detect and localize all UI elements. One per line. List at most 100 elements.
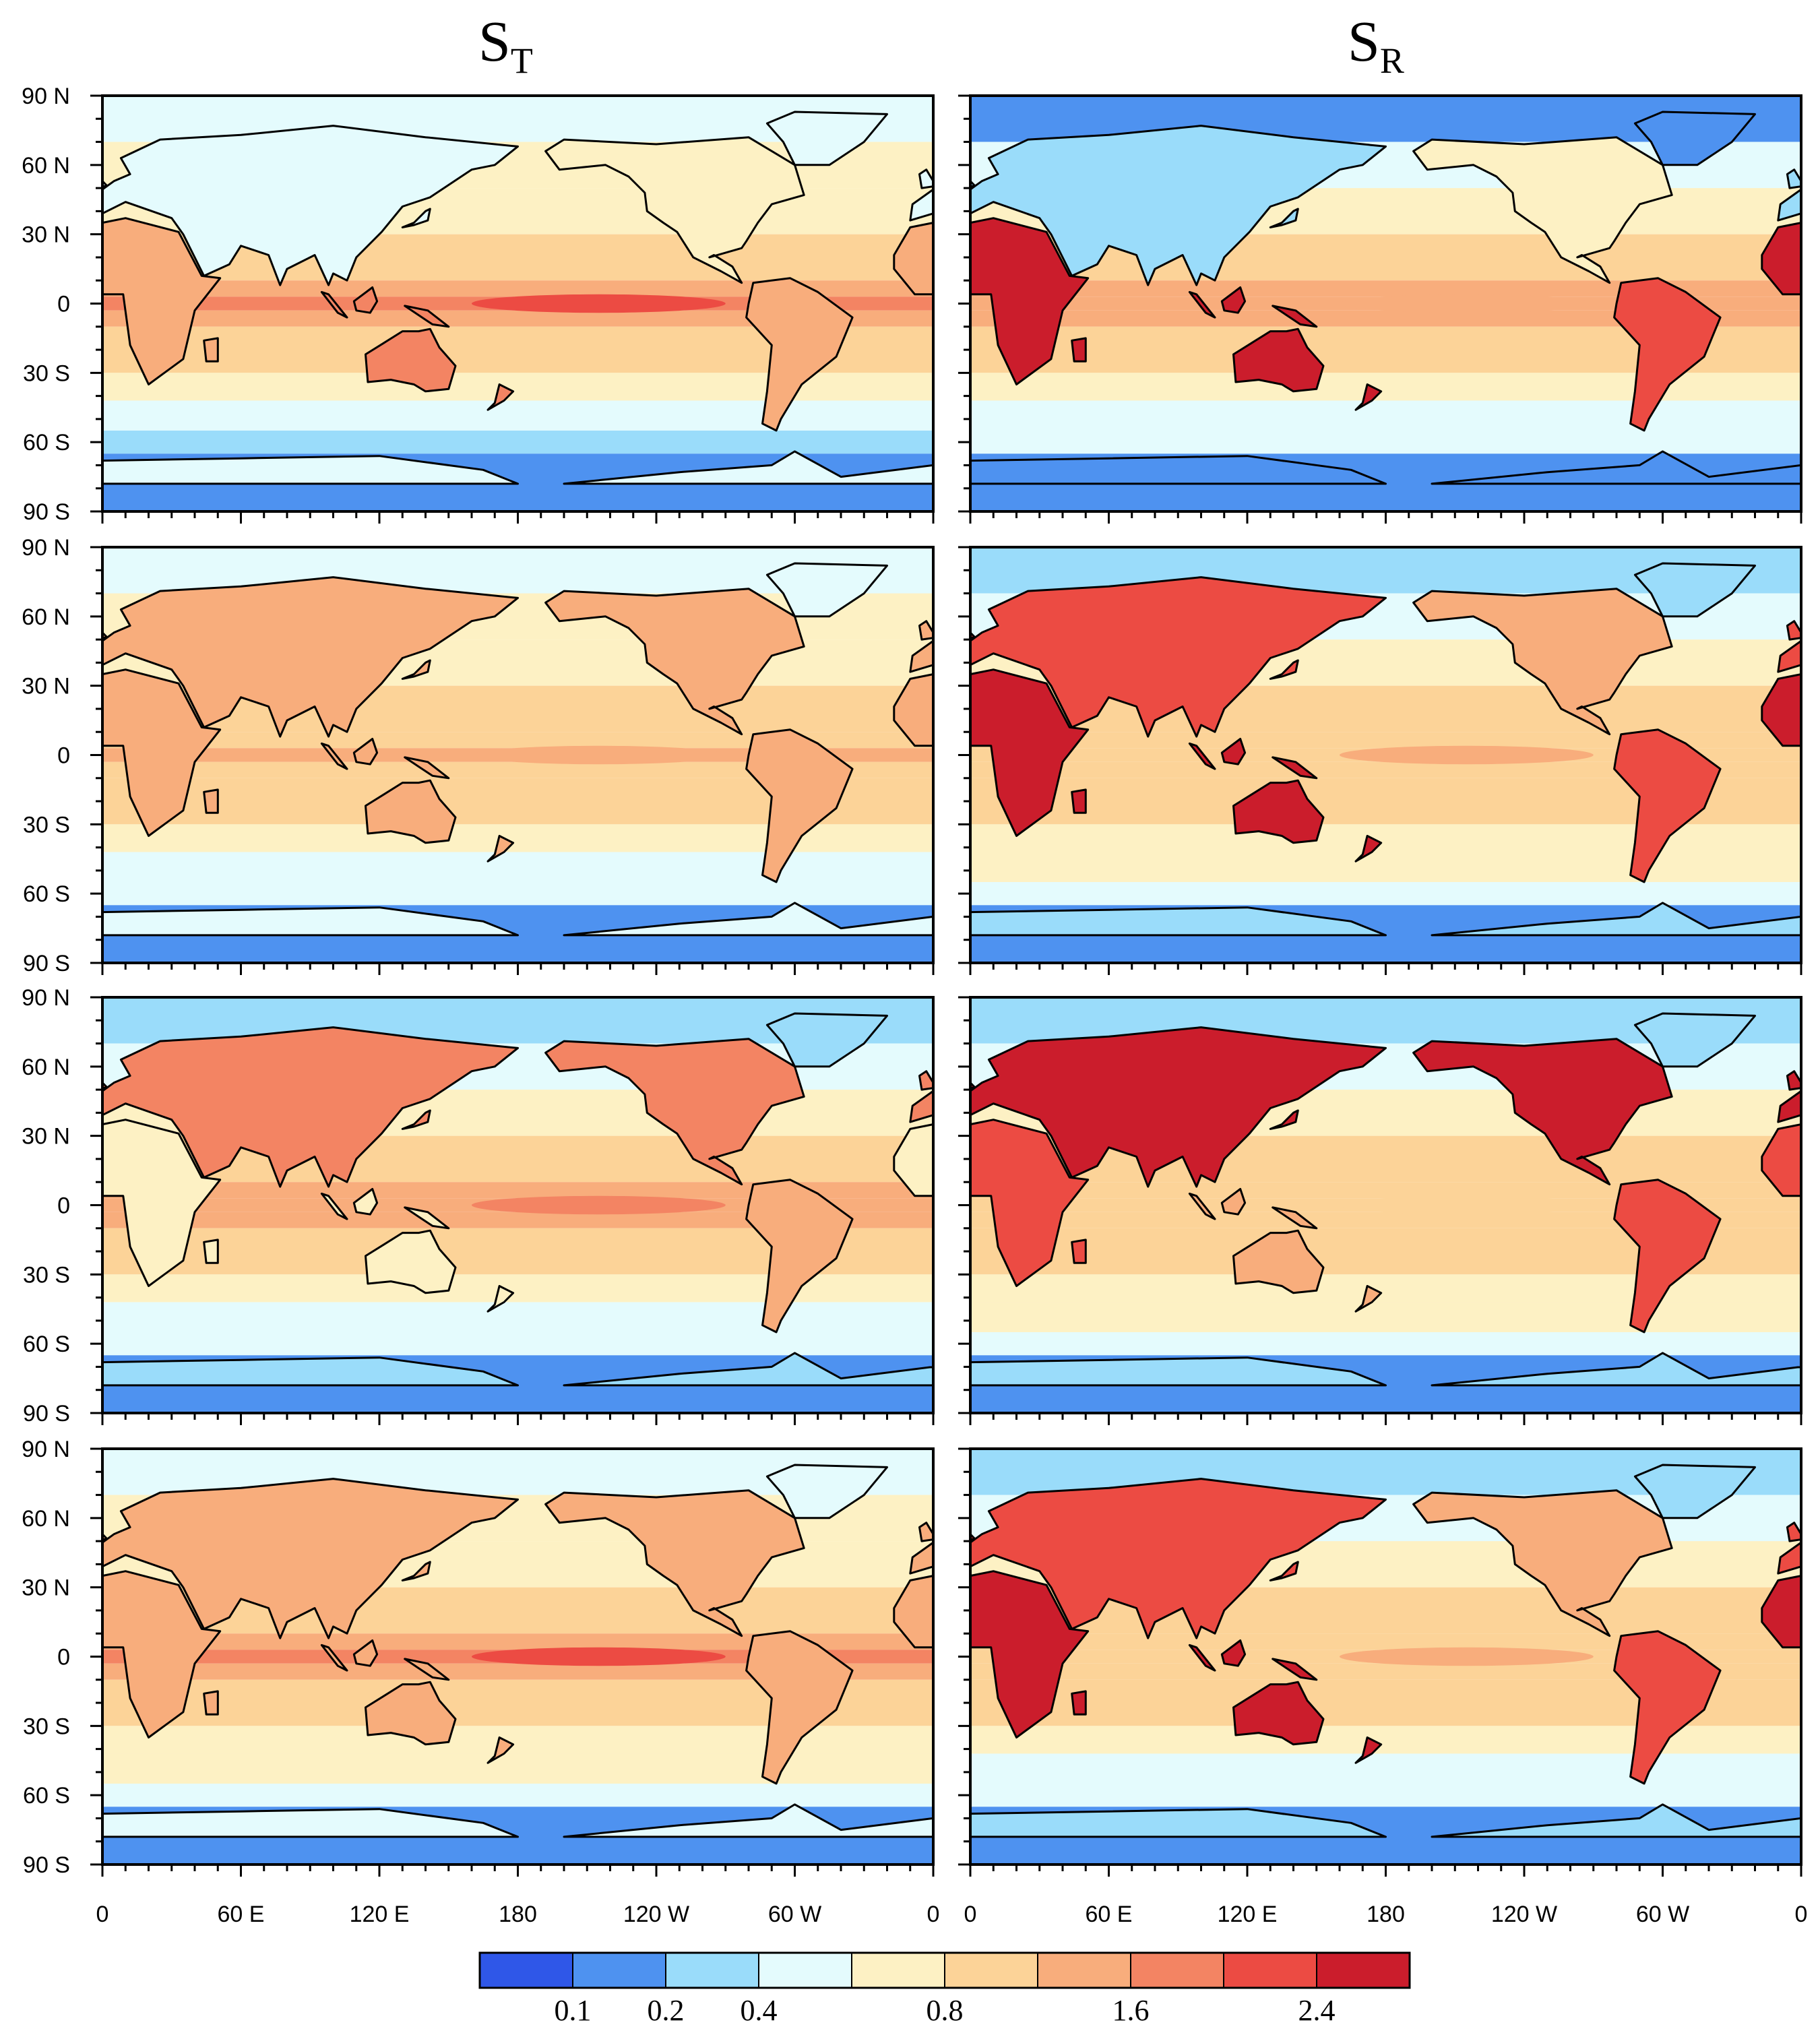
land-japan xyxy=(401,1109,431,1130)
land-japan xyxy=(401,208,431,228)
land-borneo xyxy=(1220,738,1247,765)
lon-label: 0 xyxy=(1795,1902,1808,1927)
land-south-america xyxy=(745,277,854,432)
land-south-america xyxy=(1613,728,1722,883)
land-britain xyxy=(970,1070,1801,1091)
land-north-america xyxy=(544,1489,805,1637)
map-panel-left-row3 xyxy=(90,996,935,1425)
colorbar-label: 2.4 xyxy=(1298,1994,1336,2027)
colorbar-swatch xyxy=(479,1952,573,1988)
colorbar-swatch xyxy=(1130,1952,1224,1988)
land-britain xyxy=(102,1522,933,1542)
lat-label: 30 N xyxy=(22,1124,70,1150)
ocean-band xyxy=(970,400,1801,431)
land-greenland xyxy=(1633,1464,1756,1519)
land-north-america xyxy=(544,1038,805,1186)
ocean-band xyxy=(102,852,933,883)
lat-label: 60 N xyxy=(22,1055,70,1080)
lat-label: 0 xyxy=(57,743,70,769)
land-africa xyxy=(970,668,1801,837)
ocean-band xyxy=(102,310,933,327)
land-north-america xyxy=(1412,588,1673,736)
land-borneo xyxy=(1220,286,1247,314)
land-new-guinea xyxy=(1272,1658,1318,1681)
land-sumatra xyxy=(320,1192,348,1220)
map-panel-right-row4 xyxy=(958,1447,1802,1877)
land-antarctica xyxy=(102,1803,933,1864)
lon-label: 180 xyxy=(499,1902,537,1927)
land-japan xyxy=(1269,208,1299,228)
land-north-america xyxy=(1412,1489,1673,1637)
equatorial-pacific-tongue xyxy=(1340,1195,1594,1215)
land-japan xyxy=(1269,1561,1299,1581)
land-britain xyxy=(102,620,933,641)
lat-label: 30 S xyxy=(23,361,70,386)
ocean-band xyxy=(970,310,1801,327)
land-sumatra xyxy=(1188,290,1216,319)
land-britain xyxy=(102,168,933,189)
lon-label: 180 xyxy=(1367,1902,1405,1927)
lon-label: 120 W xyxy=(1491,1902,1557,1927)
colorbar-label: 0.8 xyxy=(927,1994,964,2027)
equatorial-pacific-tongue xyxy=(472,745,726,765)
land-madagascar xyxy=(1071,1690,1087,1716)
lat-label: 90 N xyxy=(22,985,70,1011)
ocean-band xyxy=(970,1753,1801,1784)
lat-label: 0 xyxy=(57,292,70,317)
land-new-zealand xyxy=(487,835,515,863)
ocean-band xyxy=(970,1663,1801,1680)
lon-label: 60 W xyxy=(768,1902,821,1927)
land-greenland xyxy=(1633,562,1756,618)
land-greenland xyxy=(765,1012,888,1068)
land-eurasia xyxy=(102,125,933,286)
lat-label: 30 N xyxy=(22,674,70,699)
lat-label: 30 S xyxy=(23,812,70,838)
lon-label: 60 E xyxy=(1086,1902,1133,1927)
ocean-band xyxy=(970,852,1801,883)
land-australia xyxy=(365,779,457,844)
land-australia xyxy=(1232,1229,1325,1294)
lat-label: 60 N xyxy=(22,153,70,179)
land-antarctica xyxy=(970,1352,1801,1413)
map-panels xyxy=(90,94,1802,1877)
land-new-guinea xyxy=(404,1658,450,1681)
land-africa xyxy=(970,1119,1801,1287)
land-japan xyxy=(1269,1109,1299,1130)
ocean-band xyxy=(102,1182,933,1199)
land-antarctica xyxy=(970,902,1801,963)
land-madagascar xyxy=(203,337,219,363)
equatorial-pacific-tongue xyxy=(1340,1647,1594,1666)
ocean-band xyxy=(102,1212,933,1228)
land-new-zealand xyxy=(1354,383,1383,411)
lat-label: 30 S xyxy=(23,1262,70,1288)
lat-label: 90 S xyxy=(23,499,70,525)
ocean-band xyxy=(970,1182,1801,1199)
land-australia xyxy=(365,1229,457,1294)
land-eurasia xyxy=(102,576,933,738)
land-new-zealand xyxy=(1354,1736,1383,1764)
land-sumatra xyxy=(1188,742,1216,770)
ocean-band xyxy=(102,1332,933,1356)
colorbar-swatch xyxy=(572,1952,666,1988)
land-north-america xyxy=(1412,136,1673,284)
land-south-america xyxy=(745,1179,854,1334)
colorbar-label: 0.2 xyxy=(648,1994,685,2027)
land-australia xyxy=(365,327,457,393)
map-panel-left-row4 xyxy=(90,1447,935,1877)
map-panel-right-row2 xyxy=(958,546,1802,975)
ocean-band xyxy=(102,732,933,749)
land-greenland xyxy=(765,1464,888,1519)
lat-label: 90 N xyxy=(22,84,70,109)
land-borneo xyxy=(1220,1188,1247,1216)
ocean-band xyxy=(102,400,933,431)
ocean-band xyxy=(970,761,1801,778)
land-greenland xyxy=(765,562,888,618)
colorbar-swatch xyxy=(944,1952,1038,1988)
ocean-band xyxy=(970,280,1801,297)
land-australia xyxy=(1232,1681,1325,1746)
ocean-band xyxy=(970,1332,1801,1356)
land-eurasia xyxy=(102,1478,933,1639)
land-sumatra xyxy=(320,290,348,319)
lat-label: 60 N xyxy=(22,1506,70,1532)
